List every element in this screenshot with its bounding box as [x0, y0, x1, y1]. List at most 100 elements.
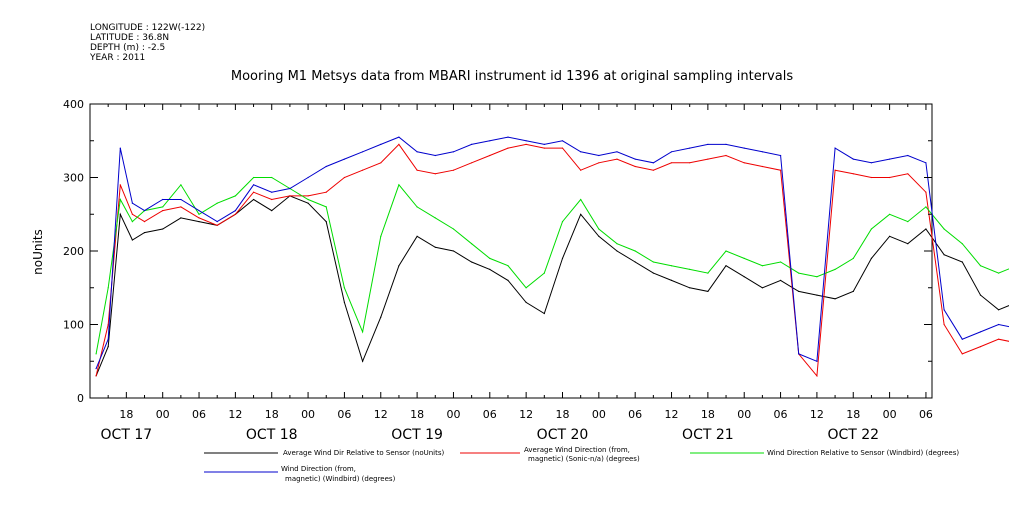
series-3-point	[871, 228, 872, 229]
series-3-point	[998, 273, 999, 274]
series-line-4	[96, 137, 1009, 369]
series-3-point	[580, 199, 581, 200]
series-2-point	[689, 162, 690, 163]
series-1-point	[744, 276, 745, 277]
x-date-label: OCT 18	[246, 427, 298, 443]
x-tick-label: 00	[883, 408, 897, 421]
series-1-point	[398, 265, 399, 266]
series-4-point	[635, 159, 636, 160]
series-4-point	[362, 151, 363, 152]
x-tick-label: 12	[519, 408, 533, 421]
series-1-point	[762, 287, 763, 288]
series-1-point	[962, 261, 963, 262]
series-layer	[96, 137, 1009, 377]
series-3-point	[96, 353, 97, 354]
series-1-point	[998, 309, 999, 310]
series-2-point	[344, 177, 345, 178]
series-3-point	[453, 228, 454, 229]
series-2-point	[132, 214, 133, 215]
series-4-point	[925, 162, 926, 163]
x-date-label: OCT 20	[537, 427, 589, 443]
series-2-point	[96, 375, 97, 376]
series-4-point	[780, 155, 781, 156]
series-3-point	[435, 217, 436, 218]
series-1-point	[925, 228, 926, 229]
series-4-point	[998, 324, 999, 325]
x-tick-label: 06	[628, 408, 642, 421]
series-4-point	[217, 221, 218, 222]
x-date-label: OCT 17	[101, 427, 153, 443]
series-4-point	[144, 210, 145, 211]
series-2-point	[489, 155, 490, 156]
series-1-point	[417, 236, 418, 237]
series-2-point	[725, 155, 726, 156]
series-1-point	[889, 236, 890, 237]
series-2-point	[853, 173, 854, 174]
series-2-point	[907, 173, 908, 174]
series-2-point	[362, 170, 363, 171]
series-3-point	[907, 221, 908, 222]
series-1-point	[580, 214, 581, 215]
legend-label-4a: Wind Direction (from,	[281, 465, 356, 473]
x-tick-label: 00	[737, 408, 751, 421]
series-3-point	[417, 206, 418, 207]
series-2-point	[453, 170, 454, 171]
series-line-3	[96, 178, 1009, 354]
series-1-point	[671, 280, 672, 281]
year-label: YEAR : 2011	[89, 53, 145, 63]
series-3-point	[132, 221, 133, 222]
x-tick-label: 00	[592, 408, 606, 421]
series-4-point	[120, 148, 121, 149]
legend-label-4b: magnetic) (Windbird) (degrees)	[285, 475, 396, 483]
legend-label-2b: magnetic) (Sonic-n/a) (degrees)	[528, 455, 640, 463]
series-2-point	[580, 170, 581, 171]
series-4-point	[526, 140, 527, 141]
series-3-point	[344, 287, 345, 288]
series-2-point	[562, 148, 563, 149]
series-1-point	[435, 247, 436, 248]
x-tick-label: 00	[301, 408, 315, 421]
series-2-point	[616, 159, 617, 160]
series-4-point	[380, 144, 381, 145]
series-4-point	[507, 137, 508, 138]
series-2-point	[671, 162, 672, 163]
latitude-label: LATITUDE : 36.8N	[90, 33, 169, 43]
series-2-point	[653, 170, 654, 171]
series-4-point	[489, 140, 490, 141]
series-1-point	[453, 250, 454, 251]
series-2-point	[198, 217, 199, 218]
series-3-point	[326, 206, 327, 207]
x-tick-label: 12	[810, 408, 824, 421]
legend-label-3: Wind Direction Relative to Sensor (Windb…	[767, 449, 959, 457]
x-tick-label: 18	[701, 408, 715, 421]
series-3-point	[162, 206, 163, 207]
series-3-point	[544, 273, 545, 274]
series-2-point	[889, 177, 890, 178]
series-4-point	[707, 144, 708, 145]
series-1-point	[489, 269, 490, 270]
x-tick-label: 18	[410, 408, 424, 421]
series-2-point	[162, 210, 163, 211]
y-tick-label: 400	[63, 98, 84, 111]
series-3-point	[707, 273, 708, 274]
series-1-point	[907, 243, 908, 244]
series-1-point	[253, 199, 254, 200]
series-3-point	[725, 250, 726, 251]
x-tick-label: 18	[555, 408, 569, 421]
series-1-point	[180, 217, 181, 218]
series-4-point	[798, 353, 799, 354]
series-4-point	[132, 203, 133, 204]
series-3-point	[944, 228, 945, 229]
series-3-point	[108, 287, 109, 288]
series-1-point	[635, 261, 636, 262]
series-4-point	[435, 155, 436, 156]
series-1-point	[308, 203, 309, 204]
series-4-point	[598, 155, 599, 156]
x-tick-label: 06	[192, 408, 206, 421]
series-4-point	[562, 140, 563, 141]
series-1-point	[798, 291, 799, 292]
series-line-2	[96, 144, 1009, 376]
series-2-point	[471, 162, 472, 163]
